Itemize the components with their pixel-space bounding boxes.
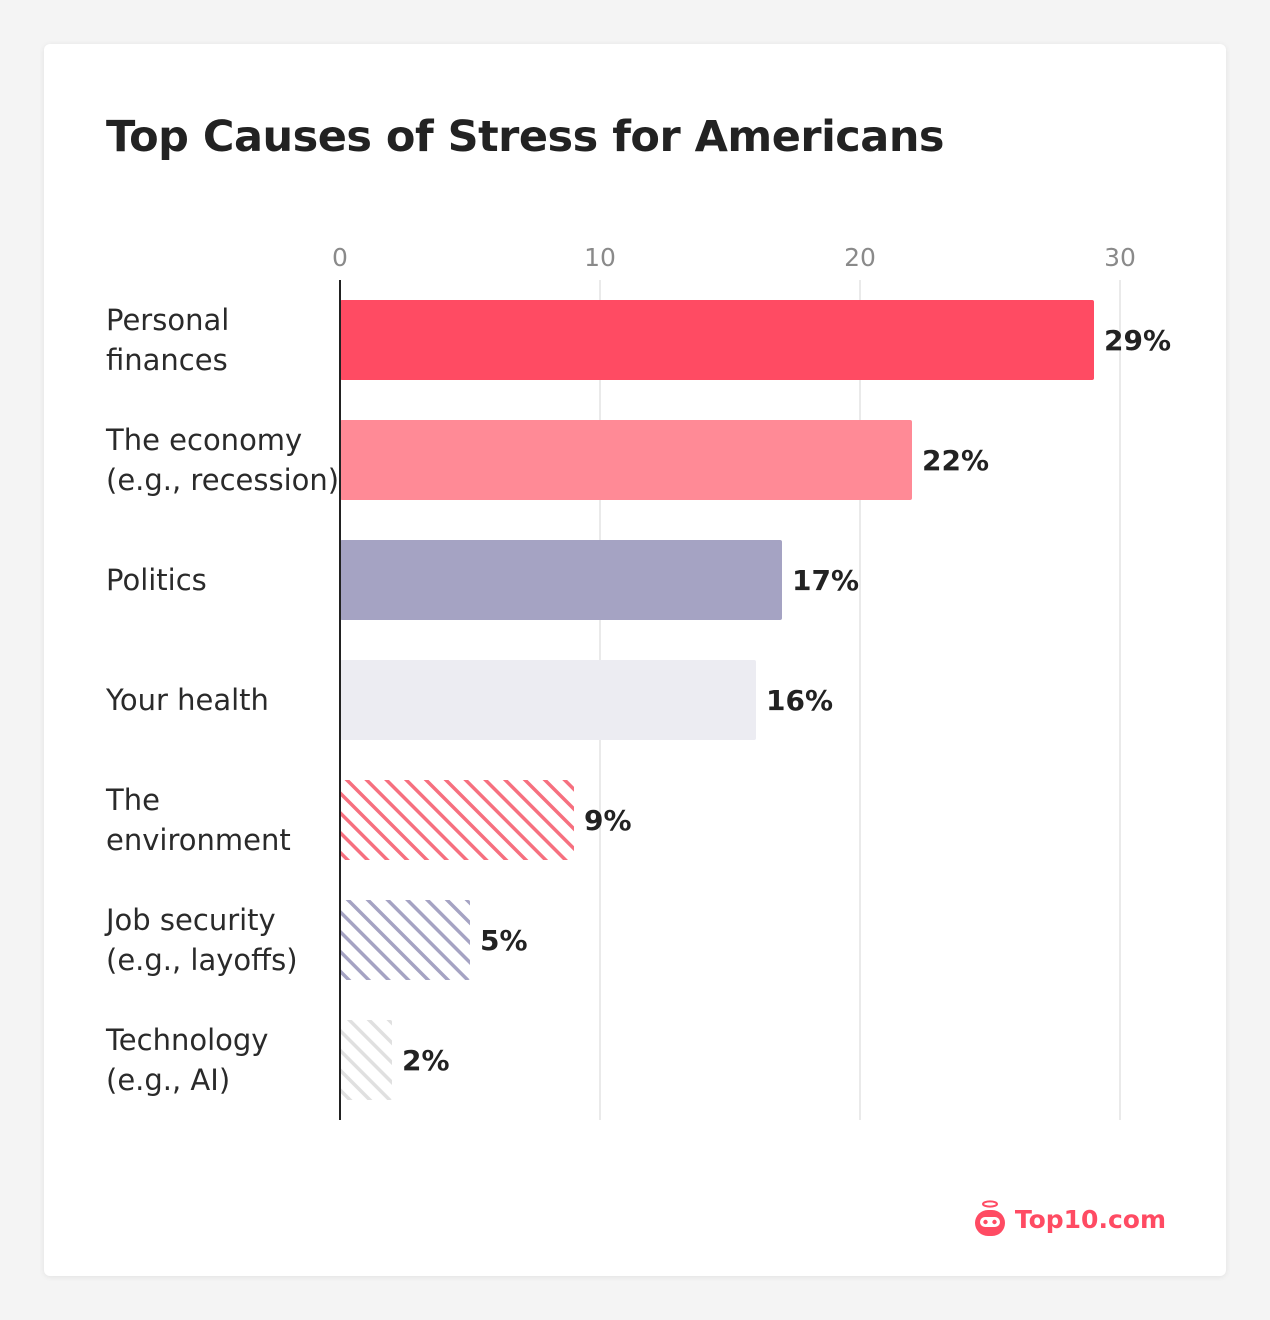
- value-label: 29%: [1104, 324, 1171, 357]
- category-labels: Personal finances The economy (e.g., recess…: [104, 303, 339, 1097]
- bar: [340, 660, 756, 740]
- value-label: 2%: [402, 1044, 450, 1077]
- category-label: Politics: [106, 563, 207, 597]
- x-tick-label: 10: [584, 243, 616, 272]
- category-label: Technology (e.g., AI): [105, 1023, 268, 1097]
- x-tick-labels: 0 10 20 30: [332, 243, 1136, 272]
- x-tick-label: 0: [332, 243, 348, 272]
- bar: [340, 420, 912, 500]
- bar: [340, 1020, 392, 1100]
- value-labels: 29% 22% 17% 16% 9% 5% 2%: [402, 324, 1171, 1077]
- bars: [340, 300, 1094, 1100]
- category-label: Job security (e.g., layoffs): [104, 903, 298, 977]
- category-label: Personal finances: [106, 303, 229, 377]
- category-label: The environment: [105, 783, 291, 857]
- value-label: 9%: [584, 804, 632, 837]
- bar: [340, 900, 470, 980]
- robot-halo-icon: [974, 1200, 1005, 1236]
- category-label: Your health: [105, 683, 269, 717]
- value-label: 5%: [480, 924, 528, 957]
- bar-chart: 0 10 20 30 Personal finances The economy (e.g.…: [104, 243, 1171, 1120]
- chart-title: Top Causes of Stress for Americans: [106, 112, 945, 162]
- value-label: 22%: [922, 444, 989, 477]
- x-tick-label: 30: [1104, 243, 1136, 272]
- brand-logo: Top10.com: [973, 1200, 1166, 1238]
- value-label: 16%: [766, 684, 833, 717]
- category-label: The economy (e.g., recession): [105, 423, 339, 497]
- x-tick-label: 20: [844, 243, 876, 272]
- bar: [340, 540, 782, 620]
- value-label: 17%: [792, 564, 859, 597]
- chart-card: Top Causes of Stress for Americans 0 10 20…: [44, 44, 1226, 1276]
- bar: [340, 300, 1094, 380]
- bar: [340, 780, 574, 860]
- brand-name: Top10.com: [1014, 1204, 1166, 1234]
